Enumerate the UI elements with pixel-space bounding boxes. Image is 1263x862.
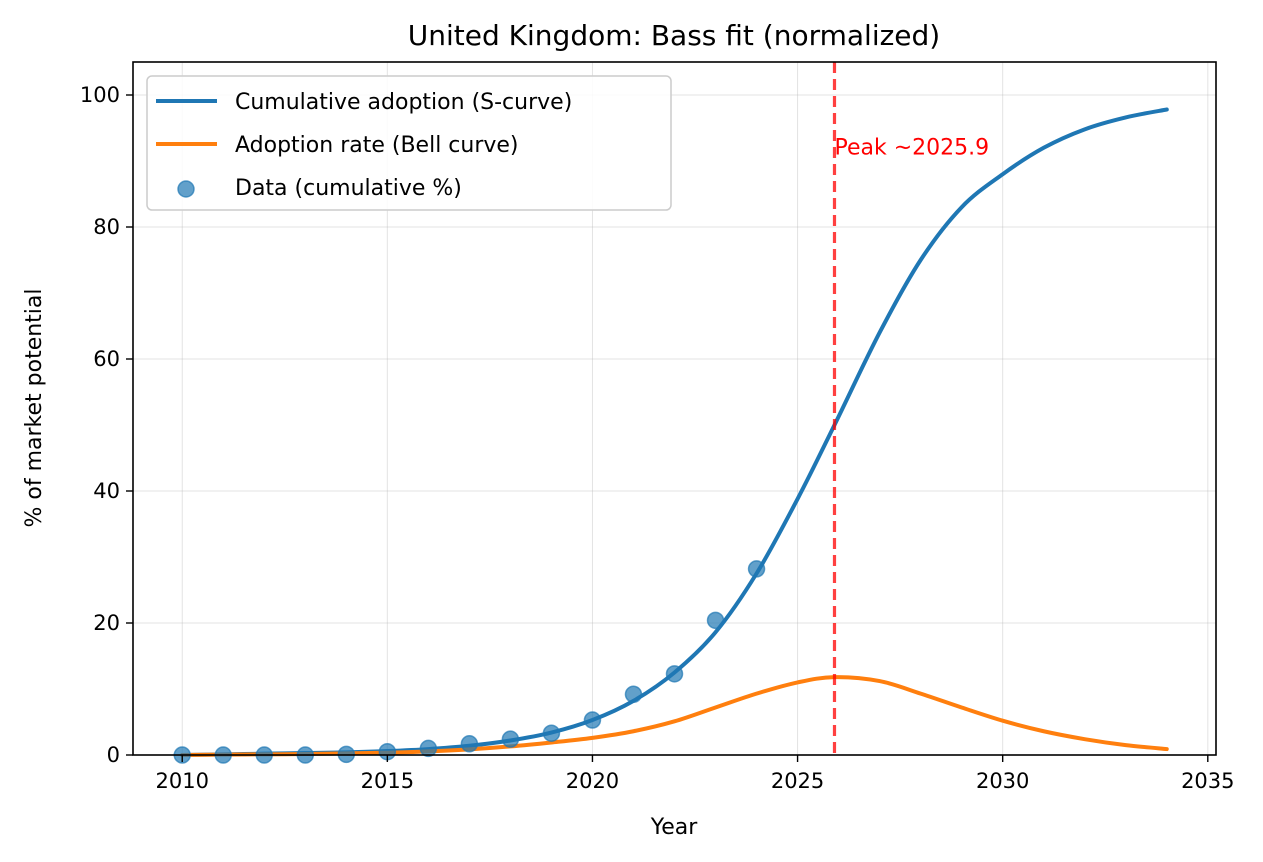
data-point [460,735,479,753]
legend-entry-label: Data (cumulative %) [235,176,462,201]
y-tick-label: 60 [93,347,120,371]
data-point [747,560,766,578]
x-tick-label: 2015 [361,769,414,793]
data-point [419,739,438,758]
data-point [542,724,561,742]
y-tick-label: 0 [107,743,120,767]
x-axis-label: Year [650,815,699,840]
legend-entry-label: Cumulative adoption (S-curve) [235,90,572,115]
axis-ticks: 2010 2015 2020 2025 2030 2035 0 20 40 60 80 100 [80,83,1235,793]
legend-swatch-marker [177,180,195,198]
legend-box [146,75,672,211]
plot-frame [132,61,1217,756]
y-tick-label: 40 [93,479,120,503]
data-point [624,685,643,704]
x-tick-label: 2025 [771,769,824,793]
data-point [583,711,602,729]
series-layer [173,107,1169,764]
x-tick-label: 2030 [976,769,1029,793]
data-point [665,665,684,683]
annotation-layer: Peak ~2025.9 [832,62,989,755]
data-point [501,730,520,748]
y-tick-label: 20 [93,611,120,635]
y-axis-label: % of market potential [22,288,47,527]
legend-entry-label: Adoption rate (Bell curve) [235,133,519,158]
peak-annotation-text: Peak ~2025.9 [834,135,989,160]
chart-title: United Kingdom: Bass fit (normalized) [408,19,940,52]
y-tick-label: 80 [93,215,120,239]
legend: Cumulative adoption (S-curve) Adoption ra… [146,75,672,211]
data-point [706,611,725,630]
x-tick-label: 2010 [156,769,209,793]
x-tick-label: 2020 [566,769,619,793]
y-tick-label: 100 [80,83,120,107]
x-tick-label: 2035 [1181,769,1234,793]
